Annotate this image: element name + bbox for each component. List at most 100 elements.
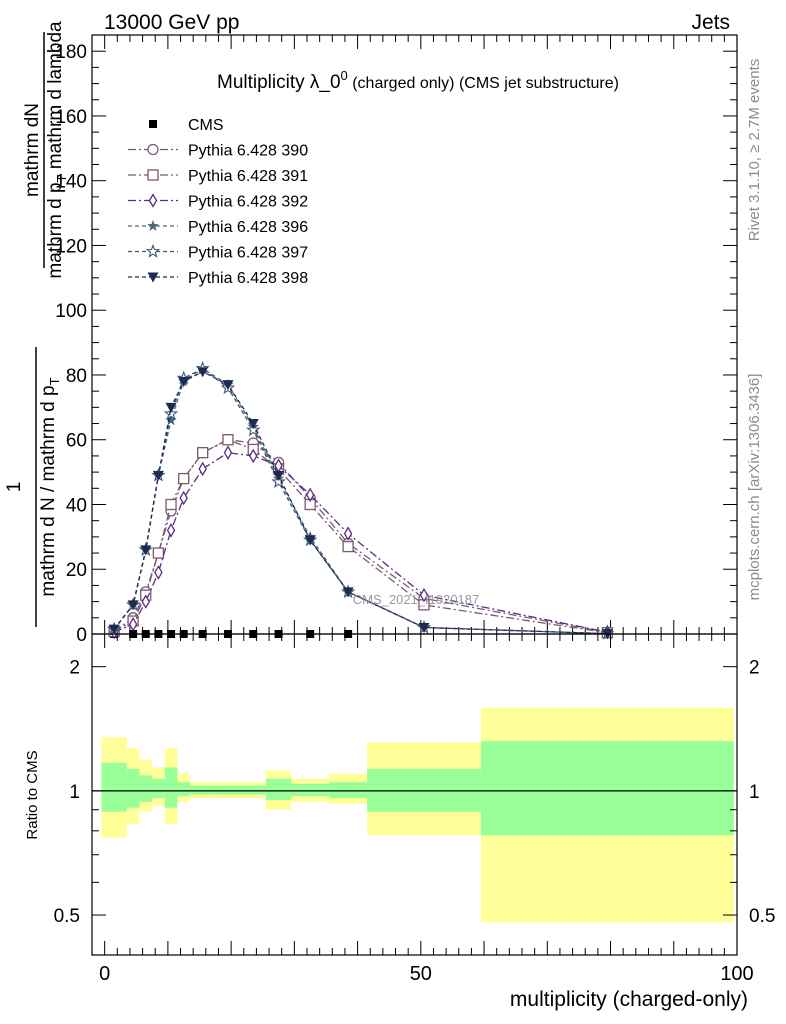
- y-title-bottom-sub: T: [47, 377, 62, 385]
- y-tick-label: 0: [76, 625, 87, 646]
- top-panel: 0 20 40 60 80 100 120 140 160 180: [55, 34, 738, 646]
- band-inner-bin: [152, 778, 165, 799]
- data-point: [127, 600, 139, 611]
- main-title-superscript: 0: [341, 68, 348, 83]
- y-tick-label: 100: [55, 301, 87, 322]
- data-point: [178, 376, 190, 387]
- ratio-frame: [91, 633, 738, 956]
- ratio-panel: 0 50 100 0.5 0.5 1 1 2 2: [54, 633, 775, 985]
- data-point: [197, 367, 209, 378]
- data-point: [304, 535, 316, 546]
- data-point: [342, 587, 354, 598]
- legend-label: CMS: [188, 117, 224, 134]
- data-point: [145, 243, 161, 258]
- watermark: CMS_2021_I1920187: [353, 592, 480, 607]
- y-title-denominator: mathrm d pT mathrm d lambda: [45, 21, 69, 279]
- y-tick-label: 20: [66, 560, 87, 581]
- data-point: [271, 474, 286, 488]
- header-left: 13000 GeV pp: [104, 11, 239, 34]
- data-point: [197, 447, 209, 459]
- data-point: [343, 526, 353, 541]
- data-point: [163, 406, 179, 420]
- main-title: Multiplicity λ_00 (charged only) (CMS je…: [217, 68, 619, 93]
- data-point: [198, 461, 207, 477]
- data-point: [154, 565, 163, 580]
- band-inner-bin: [265, 778, 292, 801]
- x-tick-label: 0: [99, 963, 110, 985]
- data-point: [166, 523, 176, 538]
- data-point: [140, 545, 152, 556]
- band-inner-bin: [126, 768, 140, 808]
- band-inner-bin: [480, 741, 734, 836]
- y-axis-title: mathrm dN mathrm d pT mathrm d lambda 1 …: [4, 21, 69, 627]
- main-title-rest: (charged only) (CMS jet substructure): [348, 75, 619, 92]
- legend-label: Pythia 6.428 390: [188, 143, 308, 160]
- band-inner-bin: [101, 762, 127, 812]
- band-inner-bin: [329, 782, 368, 799]
- data-point: [273, 470, 285, 481]
- data-point: [222, 434, 234, 446]
- y-title-numerator: mathrm dN: [22, 103, 43, 197]
- data-point: [178, 472, 190, 485]
- series-line: [113, 439, 608, 634]
- band-inner-bin: [139, 775, 153, 802]
- ratio-y-tick-label: 0.5: [749, 906, 775, 927]
- legend-label: Pythia 6.428 392: [188, 194, 308, 211]
- data-point: [128, 616, 138, 632]
- band-inner-bin: [291, 783, 330, 797]
- data-point: [108, 624, 120, 635]
- data-point: [165, 498, 177, 511]
- data-point: [342, 540, 354, 553]
- ratio-y-tick-label: 2: [749, 658, 760, 679]
- data-point: [147, 272, 159, 283]
- band-inner-bin: [190, 785, 216, 795]
- data-point: [165, 414, 177, 426]
- data-point: [223, 445, 233, 460]
- ratio-y-tick-label: 1: [749, 782, 760, 803]
- main-title-text: Multiplicity λ_0: [217, 72, 341, 93]
- data-point: [419, 587, 429, 603]
- legend-label: Pythia 6.428 391: [188, 168, 308, 185]
- y-tick-label: 60: [66, 431, 87, 452]
- legend: CMS Pythia 6.428 390 Pythia 6.428 391 Pythi…: [128, 117, 308, 287]
- data-point: [245, 422, 261, 437]
- y-tick-label: 40: [66, 495, 87, 516]
- series-line: [113, 438, 608, 634]
- data-point: [165, 402, 177, 413]
- band-inner-bin: [215, 785, 241, 795]
- y-tick-label: 180: [55, 42, 87, 63]
- band-inner-bin: [164, 767, 178, 808]
- y-title-den-part2: mathrm d lambda: [45, 21, 66, 175]
- data-point: [147, 220, 159, 231]
- y-tick-label: 80: [66, 366, 87, 387]
- legend-label: Pythia 6.428 398: [188, 270, 308, 287]
- data-point: [141, 594, 151, 609]
- data-point: [147, 169, 159, 181]
- data-point: [152, 470, 164, 481]
- y-tick-label: 120: [55, 236, 87, 257]
- data-point: [148, 193, 158, 208]
- data-point: [149, 120, 157, 128]
- data-point: [248, 448, 258, 464]
- series-line: [113, 452, 608, 633]
- legend-label: Pythia 6.428 397: [188, 245, 308, 262]
- series-line: [113, 370, 608, 635]
- data-point: [247, 419, 259, 430]
- data-point: [305, 487, 315, 503]
- mcplots-label: mcplots.cern.ch [arXiv:1306.3436]: [746, 374, 763, 601]
- data-point: [418, 623, 430, 634]
- header-right: Jets: [691, 11, 730, 34]
- y-title-bottom-text: mathrm d N / mathrm d p: [38, 385, 59, 596]
- data-point: [179, 490, 188, 506]
- y-title-one: 1: [4, 482, 25, 493]
- band-inner-bin: [177, 782, 191, 797]
- rivet-label: Rivet 3.1.10, ≥ 2.7M events: [746, 59, 763, 242]
- data-point: [147, 143, 159, 156]
- data-point: [152, 547, 165, 559]
- legend-label: Pythia 6.428 396: [188, 219, 308, 236]
- ratio-y-title: Ratio to CMS: [24, 750, 41, 839]
- ratio-y-tick-label: 1: [69, 782, 80, 803]
- data-point: [222, 380, 234, 391]
- band-inner-bin: [240, 785, 266, 795]
